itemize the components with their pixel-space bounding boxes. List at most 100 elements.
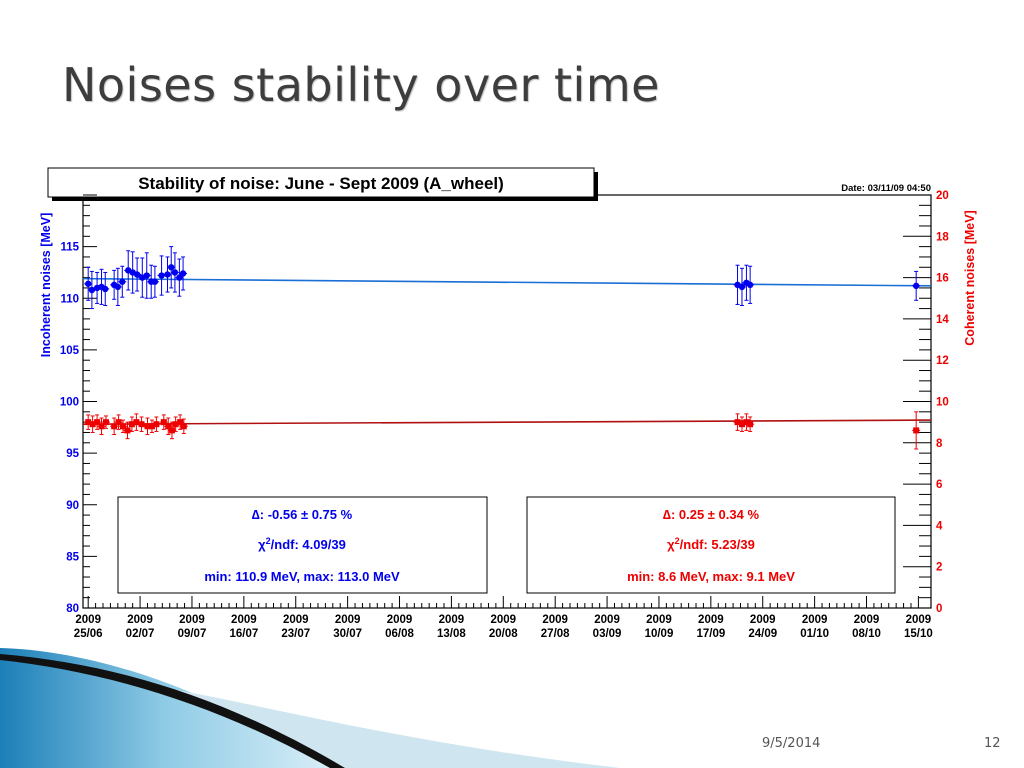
coherent-data-point	[119, 419, 128, 433]
coherent-data-point	[132, 413, 141, 431]
incoherent-data-point	[142, 252, 151, 299]
coherent-marker	[153, 421, 160, 428]
incoherent-marker	[151, 278, 159, 285]
incoherent-marker	[746, 281, 754, 289]
x-tick-date: 30/07	[333, 628, 362, 640]
incoherent-data-point	[163, 256, 172, 293]
coherent-marker	[128, 421, 135, 428]
coherent-marker	[94, 419, 101, 426]
coherent-fit-line	[82, 419, 932, 426]
stat-delta-coherent: ∆: 0.25 ± 0.34 %	[663, 507, 759, 522]
incoherent-marker	[179, 270, 187, 277]
incoherent-marker	[119, 278, 126, 285]
incoherent-data-point	[150, 265, 159, 298]
x-tick-year: 2009	[490, 614, 516, 626]
stat-delta-incoherent: ∆: -0.56 ± 0.75 %	[252, 507, 353, 522]
x-tick-year: 2009	[231, 614, 257, 626]
chart-title: Stability of noise: June - Sept 2009 (A_…	[138, 174, 504, 193]
x-tick-year: 2009	[179, 614, 205, 626]
x-tick-date: 15/10	[904, 628, 933, 640]
coherent-data-point	[110, 417, 119, 436]
left-axis: 80 85 90 95 100 105 110 115	[60, 194, 97, 615]
incoherent-data-point	[179, 256, 188, 291]
x-axis: 2009 25/06 2009 02/07 2009 09/07 2009 16/07 2009…	[74, 596, 933, 640]
coherent-marker	[144, 423, 151, 430]
right-tick-label: 16	[936, 273, 949, 285]
incoherent-marker	[176, 274, 183, 281]
coherent-data-point	[93, 414, 102, 430]
incoherent-data-point	[133, 257, 142, 292]
coherent-marker	[98, 423, 105, 430]
coherent-marker	[172, 421, 179, 428]
right-axis-label: Coherent noises [MeV]	[963, 210, 977, 345]
right-tick-label: 20	[936, 190, 949, 202]
x-tick-date: 02/07	[126, 628, 155, 640]
stat-box-incoherent-frame	[117, 496, 488, 594]
coherent-marker	[102, 419, 109, 426]
x-tick-date: 20/08	[489, 628, 518, 640]
coherent-data-point	[912, 411, 921, 450]
coherent-marker	[177, 419, 184, 426]
stat-chi2-symbol-incoherent: χ	[258, 537, 266, 552]
coherent-marker	[133, 419, 140, 426]
x-tick-date: 08/10	[852, 628, 881, 640]
right-tick-label: 14	[936, 314, 949, 326]
right-tick-label: 2	[936, 562, 942, 574]
coherent-data-point	[88, 415, 97, 433]
x-tick-year: 2009	[698, 614, 724, 626]
x-tick-year: 2009	[387, 614, 413, 626]
incoherent-marker	[114, 283, 122, 291]
coherent-data-point	[114, 414, 123, 430]
right-tick-label: 6	[936, 479, 942, 491]
x-tick-date: 27/08	[541, 628, 570, 640]
coherent-marker	[168, 427, 175, 434]
x-tick-year: 2009	[439, 614, 465, 626]
coherent-data-point	[159, 414, 168, 430]
incoherent-data-point	[118, 265, 127, 298]
incoherent-data-point	[84, 266, 93, 301]
coherent-marker	[913, 427, 920, 434]
coherent-data-point	[97, 417, 106, 436]
coherent-marker	[148, 423, 155, 430]
stat-chi2-symbol-coherent: χ	[667, 537, 675, 552]
x-tick-date: 03/09	[593, 628, 622, 640]
coherent-data-point	[176, 414, 185, 430]
incoherent-marker	[133, 271, 141, 278]
left-tick-label: 90	[66, 500, 79, 512]
x-tick-year: 2009	[542, 614, 568, 626]
incoherent-data-point	[157, 255, 166, 296]
left-tick-label: 95	[66, 448, 79, 460]
incoherent-marker	[738, 283, 746, 291]
incoherent-data-point	[912, 270, 921, 301]
coherent-data-point	[733, 413, 742, 431]
x-tick-date: 13/08	[437, 628, 466, 640]
incoherent-data-point	[101, 271, 110, 306]
x-tick-year: 2009	[906, 614, 932, 626]
coherent-marker	[165, 423, 172, 430]
data-points	[84, 246, 921, 450]
incoherent-data-point	[170, 252, 179, 293]
left-tick-label: 100	[60, 397, 79, 409]
incoherent-marker	[164, 271, 171, 278]
stat-chi2-superscript-coherent: 2	[675, 536, 680, 546]
noise-stability-chart: Stability of noise: June - Sept 2009 (A_…	[39, 167, 977, 640]
x-tick-date: 17/09	[696, 628, 725, 640]
left-tick-label: 115	[60, 242, 79, 254]
left-tick-label: 80	[66, 603, 79, 615]
stat-chi2-coherent: χ2/ndf: 5.23/39	[667, 536, 755, 552]
right-tick-label: 12	[936, 355, 949, 367]
stat-minmax-coherent: min: 8.6 MeV, max: 9.1 MeV	[627, 569, 795, 584]
stat-chi2-incoherent: χ2/ndf: 4.09/39	[258, 536, 346, 552]
coherent-marker	[180, 423, 187, 430]
x-tick-year: 2009	[335, 614, 361, 626]
x-tick-date: 16/07	[229, 628, 258, 640]
swoosh-blue	[0, 648, 330, 768]
x-tick-date: 01/10	[800, 628, 829, 640]
incoherent-data-point	[167, 246, 176, 289]
right-axis: 0 2 4 6 8 10 12 14 16 18 20	[903, 190, 949, 615]
coherent-marker	[738, 421, 745, 428]
x-tick-year: 2009	[75, 614, 101, 626]
x-tick-date: 23/07	[281, 628, 310, 640]
coherent-data-point	[167, 421, 176, 440]
coherent-marker	[160, 419, 167, 426]
